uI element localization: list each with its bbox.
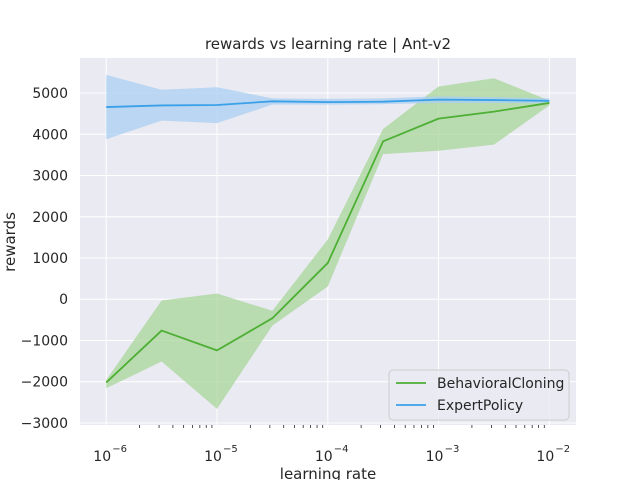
x-tick-label: 10: [536, 449, 554, 465]
confidence-bands: [106, 74, 550, 409]
y-tick-label: 1000: [32, 251, 68, 267]
legend-label-behavioralcloning: BehavioralCloning: [437, 376, 564, 392]
y-tick-label: −3000: [21, 416, 68, 432]
x-tick-exponent: −4: [334, 444, 349, 455]
legend-label-expertpolicy: ExpertPolicy: [437, 398, 523, 414]
y-tick-label: −2000: [21, 375, 68, 391]
x-tick-exponent: −5: [223, 444, 238, 455]
y-tick-label: 3000: [32, 169, 68, 185]
y-axis-label: rewards: [1, 212, 19, 272]
x-tick-label: 10: [204, 449, 222, 465]
series-lines: [105, 98, 550, 384]
chart-title: rewards vs learning rate | Ant-v2: [205, 35, 451, 53]
y-tick-label: 2000: [32, 210, 68, 226]
x-tick-label: 10: [426, 449, 444, 465]
y-tick-label: 5000: [32, 86, 68, 102]
x-tick-exponent: −3: [445, 444, 460, 455]
y-tick-label: 4000: [32, 127, 68, 143]
x-tick-labels: 10 −6 10 −5 10 −4 10 −3 10 −2: [93, 444, 570, 465]
band-behavioralcloning: [106, 78, 550, 409]
x-axis-label: learning rate: [280, 465, 376, 480]
y-tick-labels: −3000 −2000 −1000 0 1000 2000 3000 4000 5000: [21, 86, 68, 432]
legend: BehavioralCloning ExpertPolicy: [388, 369, 570, 421]
x-tick-exponent: −6: [112, 444, 127, 455]
band-expertpolicy: [106, 74, 550, 140]
x-tick-label: 10: [93, 449, 111, 465]
x-tick-exponent: −2: [555, 444, 570, 455]
y-tick-label: −1000: [21, 333, 68, 349]
y-tick-label: 0: [59, 292, 68, 308]
x-tick-label: 10: [315, 449, 333, 465]
legend-box: [388, 369, 570, 421]
